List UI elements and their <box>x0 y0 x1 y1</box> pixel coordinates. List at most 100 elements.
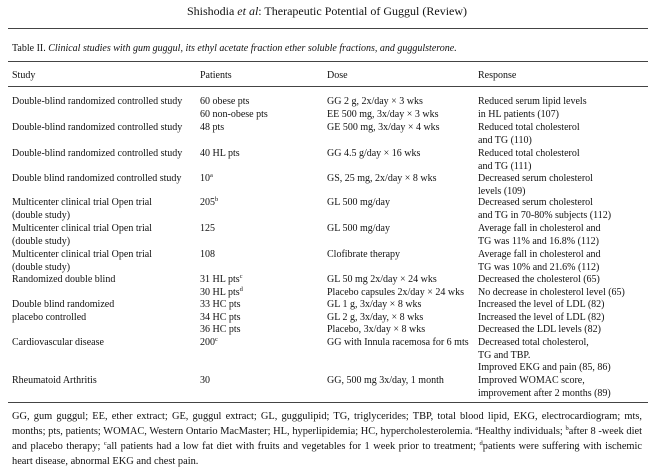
dose-cell: Clofibrate therapy <box>327 249 400 262</box>
dose-cell: GS, 25 mg, 2x/day × 8 wks <box>327 173 437 186</box>
cell-line: TG was 11% and 16.8% (112) <box>478 235 599 247</box>
patients-cell: 48 pts <box>200 122 224 135</box>
cell-line: GS, 25 mg, 2x/day × 8 wks <box>327 173 437 184</box>
rule <box>8 86 648 87</box>
cell-line: Decreased serum cholesterol <box>478 173 593 184</box>
cell-line: GG 4.5 g/day × 16 wks <box>327 148 421 159</box>
cell-line: Average fall in cholesterol and <box>478 249 601 260</box>
response-cell: Decreased the cholesterol (65) No decreas… <box>478 274 625 299</box>
cell-line: Reduced total cholesterol <box>478 122 580 133</box>
footnote-text: Healthy individuals; <box>478 426 566 437</box>
cell-line: Rheumatoid Arthritis <box>12 375 97 386</box>
patients-cell: 40 HL pts <box>200 148 240 161</box>
cell-line: Cardiovascular disease <box>12 337 104 348</box>
patients-cell: 60 obese pts 60 non-obese pts <box>200 96 268 121</box>
superscript: d <box>239 285 243 293</box>
cell-text: 200 <box>200 337 215 348</box>
cell-line: Reduced total cholesterol <box>478 148 580 159</box>
cell-line: 34 HC pts <box>200 311 241 323</box>
footnote-text: GG, gum guggul; EE, ether extract; GE, g… <box>12 411 642 437</box>
study-cell: Double-blind randomized controlled study <box>12 148 182 161</box>
response-cell: Decreased serum cholesterol and TG in 70-… <box>478 197 611 222</box>
study-cell: Cardiovascular disease <box>12 337 104 350</box>
dose-cell: GG 2 g, 2x/day × 3 wks EE 500 mg, 3x/day … <box>327 96 438 121</box>
footnote-mark: a <box>475 425 479 432</box>
cell-line: GL 2 g, 3x/day, × 8 wks <box>327 311 424 323</box>
cell-line: 205b <box>200 196 219 210</box>
cell-line: and TG (110) <box>478 134 532 146</box>
cell-line: GG, 500 mg 3x/day, 1 month <box>327 375 444 386</box>
cell-line: 60 non-obese pts <box>200 108 268 120</box>
superscript: a <box>210 172 213 179</box>
cell-line: placebo controlled <box>12 311 87 323</box>
cell-line: Decreased the LDL levels (82) <box>478 324 601 336</box>
superscript: b <box>215 196 219 203</box>
footnote-mark: c <box>103 440 107 447</box>
cell-line: Improved WOMAC score, <box>478 375 585 386</box>
cell-line: Multicenter clinical trial Open trial <box>12 249 152 260</box>
et-al: et al <box>237 4 259 18</box>
cell-line: Double-blind randomized controlled study <box>12 122 183 133</box>
header-title: : Therapeutic Potential of Guggul (Revie… <box>258 4 468 18</box>
cell-line: 200c <box>200 336 218 350</box>
dose-cell: GL 500 mg/day <box>327 223 390 236</box>
dose-cell: GG 4.5 g/day × 16 wks <box>327 148 420 161</box>
patients-cell: 205b <box>200 196 219 210</box>
cell-line: Decreased total cholesterol, <box>478 337 589 348</box>
cell-line: GL 500 mg/day <box>327 223 390 234</box>
response-cell: Reduced serum lipid levels in HL patients… <box>478 96 587 121</box>
rule <box>8 28 648 29</box>
caption-label: Table II. <box>12 43 46 54</box>
cell-line: Decreased the cholesterol (65) <box>478 274 600 285</box>
cell-line: 108 <box>200 249 215 260</box>
dose-cell: GE 500 mg, 3x/day × 4 wks <box>327 122 440 135</box>
dose-cell: GL 1 g, 3x/day × 8 wks GL 2 g, 3x/day, × … <box>327 299 425 337</box>
cell-line: Placebo, 3x/day × 8 wks <box>327 324 426 336</box>
study-cell: Double blind randomized placebo controlle… <box>12 299 114 324</box>
caption-text: Clinical studies with gum guggul, its et… <box>48 43 457 54</box>
cell-line: Average fall in cholesterol and <box>478 223 601 234</box>
dose-cell: GG with Innula racemosa for 6 mts <box>327 337 469 350</box>
column-header: Response <box>478 70 517 81</box>
author: Shishodia <box>186 4 235 18</box>
cell-line: Clofibrate therapy <box>327 249 401 260</box>
cell-line: Decreased serum cholesterol <box>478 197 593 208</box>
cell-line: GL 50 mg 2x/day × 24 wks <box>327 274 437 285</box>
cell-line: Multicenter clinical trial Open trial <box>12 223 152 234</box>
cell-line: 30 <box>200 375 210 386</box>
study-cell: Randomized double blind <box>12 274 115 287</box>
superscript: c <box>215 336 218 343</box>
response-cell: Reduced total cholesterol and TG (110) <box>478 122 580 147</box>
cell-line: 33 HC pts <box>200 299 241 310</box>
response-cell: Decreased serum cholesterol levels (109) <box>478 173 593 198</box>
cell-line: GG 2 g, 2x/day × 3 wks <box>327 96 423 107</box>
cell-line: Increased the level of LDL (82) <box>478 299 605 310</box>
cell-line: in HL patients (107) <box>478 108 560 120</box>
dose-cell: GL 500 mg/day <box>327 197 390 210</box>
cell-line: Double blind randomized <box>12 299 115 310</box>
cell-line: Double-blind randomized controlled study <box>12 148 183 159</box>
response-cell: Decreased total cholesterol, TG and TBP. I… <box>478 337 611 375</box>
cell-line: Placebo capsules 2x/day × 24 wks <box>327 286 465 298</box>
footnote-mark: d <box>479 440 483 447</box>
cell-line: TG was 10% and 21.6% (112) <box>478 261 600 273</box>
study-cell: Double-blind randomized controlled study <box>12 96 182 109</box>
response-cell: Average fall in cholesterol and TG was 10… <box>478 249 601 274</box>
cell-line: GE 500 mg, 3x/day × 4 wks <box>327 122 440 133</box>
cell-line: 30 HL ptsd <box>200 285 243 300</box>
study-cell: Double blind randomized controlled study <box>12 173 181 186</box>
cell-line: 60 obese pts <box>200 96 250 107</box>
patients-cell: 30 <box>200 375 210 388</box>
cell-line: (double study) <box>12 235 71 247</box>
study-cell: Multicenter clinical trial Open trial (do… <box>12 197 152 222</box>
footnote-text: all patients had a low fat diet with fru… <box>106 441 480 452</box>
study-cell: Multicenter clinical trial Open trial (do… <box>12 249 152 274</box>
superscript: c <box>239 273 243 280</box>
patients-cell: 108 <box>200 249 215 262</box>
patients-cell: 33 HC pts 34 HC pts 36 HC pts <box>200 299 241 337</box>
cell-line: 40 HL pts <box>200 148 240 159</box>
patients-cell: 200c <box>200 336 218 350</box>
cell-line: Reduced serum lipid levels <box>478 96 587 107</box>
study-cell: Multicenter clinical trial Open trial (do… <box>12 223 152 248</box>
